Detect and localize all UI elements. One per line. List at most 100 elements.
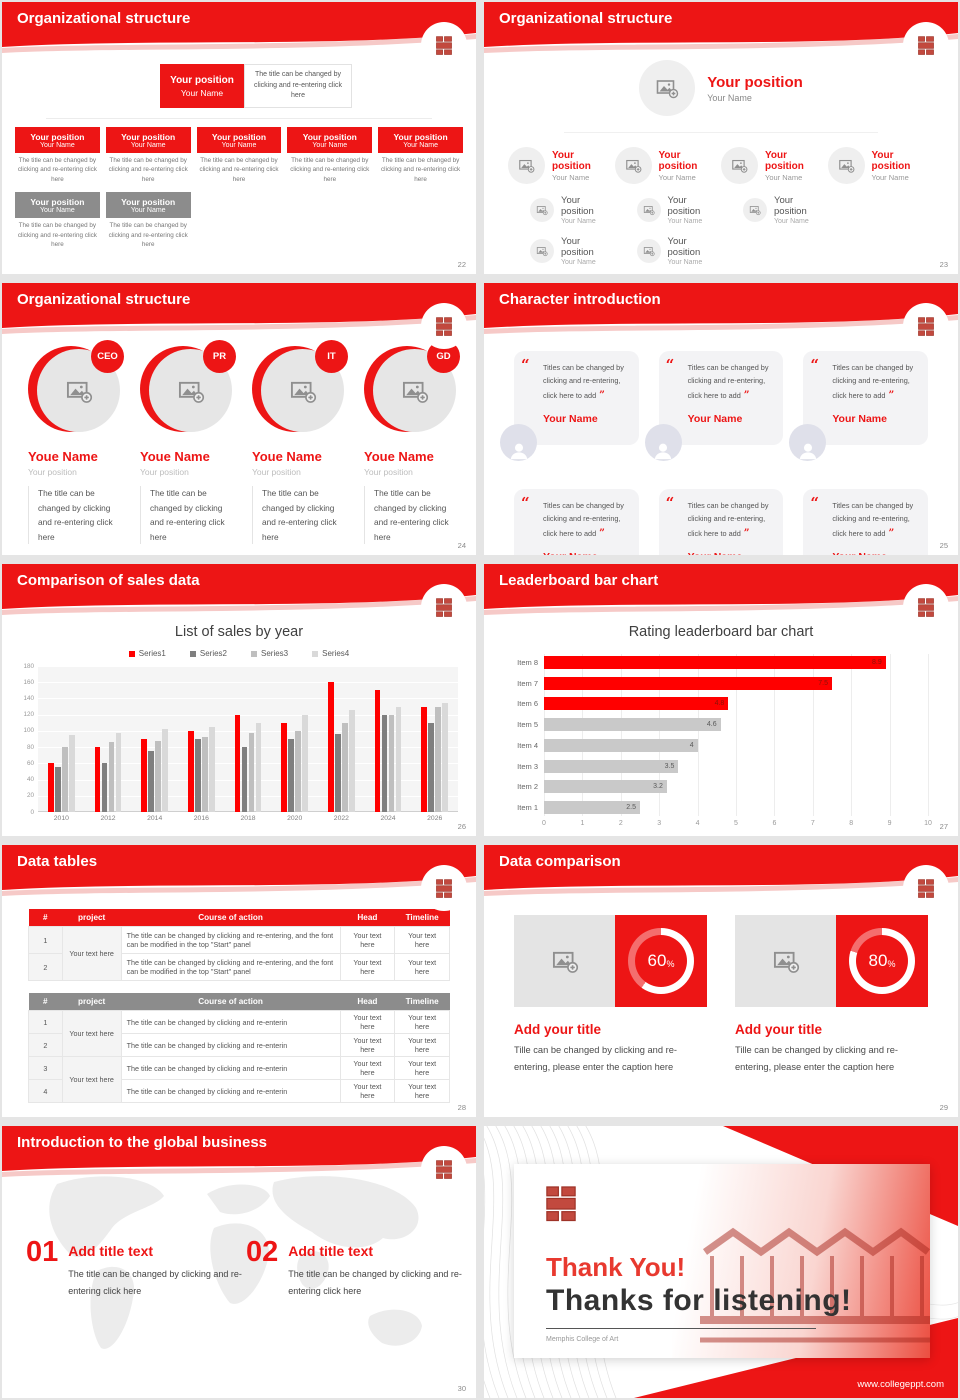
y-tick-label: 60 — [26, 759, 34, 767]
x-axis-labels: 0 1 2 3 4 5 6 7 8 9 10 — [542, 820, 932, 832]
member-name: Youe Name — [28, 449, 98, 464]
slide-25-character-introduction[interactable]: Character introduction “Titles can be ch… — [484, 283, 958, 555]
x-tick-label: 2012 — [100, 815, 116, 822]
timeline-cell: Your text here — [394, 1010, 450, 1034]
row-number-cell: 2 — [28, 1033, 63, 1057]
org-branch-column: Your position Your Name Your position Your… — [614, 147, 722, 266]
gridline — [582, 654, 584, 816]
org-branch-text: Your position Your Name — [765, 150, 828, 182]
name-label: Your Name — [658, 172, 696, 182]
row-number-cell: 1 — [28, 1010, 63, 1034]
campus-photo — [672, 1164, 930, 1358]
value-label: 4 — [689, 741, 694, 749]
category-label: Item 3 — [517, 761, 538, 771]
y-tick-label: 160 — [23, 678, 34, 686]
gridline — [697, 654, 699, 816]
project-cell: Your text here — [61, 1010, 122, 1057]
name-label: Your Name — [774, 218, 809, 225]
quote-card: “ Titles can be changed by clicking and r… — [514, 489, 639, 555]
person-name: Your Name — [832, 413, 887, 426]
building-silhouette — [700, 1227, 930, 1343]
position-label: Your position — [667, 236, 701, 258]
item-title: Add title text — [68, 1243, 154, 1259]
bar — [202, 737, 208, 812]
quote-text: Titles can be changed by clicking and re… — [832, 501, 914, 540]
slide-24-organizational-structure[interactable]: Organizational structure CEO Youe Name You… — [2, 283, 476, 555]
position-label: Your position — [302, 131, 357, 142]
bar — [195, 739, 201, 812]
slide-31-thank-you[interactable]: Thank You! Thanks for listening! Memphis… — [484, 1126, 958, 1398]
x-tick-label: 5 — [734, 820, 738, 827]
org-red-row: Your position Your Name The title can be c… — [2, 127, 476, 184]
bar — [421, 706, 427, 812]
slide-23-organizational-structure[interactable]: Organizational structure Your position Yo… — [484, 2, 958, 274]
category-label: Item 4 — [517, 740, 538, 750]
profile-photo: PR — [140, 340, 236, 437]
quote-cards: “ Titles can be changed by clicking and r… — [484, 351, 958, 555]
profile-card: PR Youe Name Your position The title can be… — [140, 340, 236, 545]
bar: 2.5 — [544, 800, 640, 814]
quote-close-icon: ” — [599, 528, 605, 540]
bar — [281, 722, 287, 812]
item-text: Add title text The title can be changed b… — [68, 1238, 246, 1300]
gridline — [38, 779, 458, 781]
timeline-cell: Your text here — [394, 953, 450, 981]
org-sub-node: Your position Your Name — [636, 236, 722, 266]
member-description: The title can be changed by clicking and… — [28, 486, 124, 545]
y-tick-label: 80 — [26, 743, 34, 751]
global-item: 01 Add title text The title can be changed… — [26, 1237, 246, 1300]
column-header: Head — [340, 909, 395, 927]
gridline — [812, 654, 814, 816]
comparison-panel: 60% Add your title Tille can be changed by… — [514, 915, 707, 1075]
profile-card: CEO Youe Name Your position The title can b… — [28, 340, 124, 545]
bar-rows: Item 8 8.9 Item 7 7.5 Item 6 4.8 Item 5 4.6 Item… — [517, 656, 928, 814]
row-number-cell: 2 — [28, 953, 63, 981]
bar — [374, 690, 381, 812]
person-name: Your Name — [688, 551, 772, 555]
x-tick-label: 2024 — [380, 815, 396, 822]
image-placeholder-icon — [536, 206, 548, 216]
org-node-box-red: Your position Your Name — [105, 127, 191, 153]
profile-photo: CEO — [28, 340, 124, 437]
slide-26-comparison-of-sales[interactable]: Comparison of sales data List of sales b… — [2, 564, 476, 836]
name-label: Your Name — [40, 206, 75, 214]
category-label: Item 2 — [517, 782, 538, 792]
member-name: Youe Name — [140, 449, 210, 464]
quote-card: “ Titles can be changed by clicking and r… — [789, 351, 928, 461]
item-title: Add title text — [288, 1243, 374, 1259]
name-label: Your Name — [561, 259, 596, 266]
data-table-red: # project Course of action Head Timeline 1 You… — [28, 909, 450, 981]
category-label: Item 5 — [517, 720, 538, 730]
slide-29-data-comparison[interactable]: Data comparison 60% Add your title Tille c… — [484, 845, 958, 1117]
org-node-box-gray: Your position Your Name — [105, 192, 191, 219]
org-top-box: Your position Your Name — [160, 64, 244, 108]
org-sub-text: Your position Your Name — [774, 195, 828, 225]
bar — [141, 739, 147, 812]
value-label: 3.2 — [653, 783, 663, 791]
bar: 3.2 — [544, 780, 667, 794]
org-connector-line — [46, 118, 432, 119]
name-label: Your Name — [312, 141, 348, 149]
legend-label: Series1 — [138, 649, 166, 658]
name-label: Your Name — [765, 172, 803, 182]
project-cell: Your text here — [61, 1056, 122, 1103]
image-placeholder-icon — [643, 247, 655, 257]
gridline — [851, 654, 853, 816]
slide-28-data-tables[interactable]: Data tables # project Course of action Head… — [2, 845, 476, 1117]
org-node: Your position Your Name The title can be c… — [105, 192, 191, 249]
slide-27-leaderboard-bar-chart[interactable]: Leaderboard bar chart Rating leaderboard… — [484, 564, 958, 836]
percent-value: 80 — [868, 951, 888, 970]
page-number: 29 — [939, 1103, 948, 1112]
quote-open-icon: “ — [521, 494, 530, 512]
slide-30-global-business[interactable]: Introduction to the global business 01 Ad… — [2, 1126, 476, 1398]
bar-group — [365, 666, 412, 812]
course-of-action-cell: The title can be changed by clicking and… — [120, 1033, 341, 1057]
column-header: Timeline — [394, 909, 450, 927]
quote-text: Titles can be changed by clicking and re… — [687, 363, 769, 402]
slide-22-organizational-structure[interactable]: Organizational structure Your position Y… — [2, 2, 476, 274]
org-node: Your position Your Name The title can be c… — [378, 127, 463, 184]
bar-group — [38, 666, 85, 812]
bar — [295, 730, 301, 812]
page-number: 28 — [457, 1103, 466, 1112]
avatar — [500, 424, 537, 461]
